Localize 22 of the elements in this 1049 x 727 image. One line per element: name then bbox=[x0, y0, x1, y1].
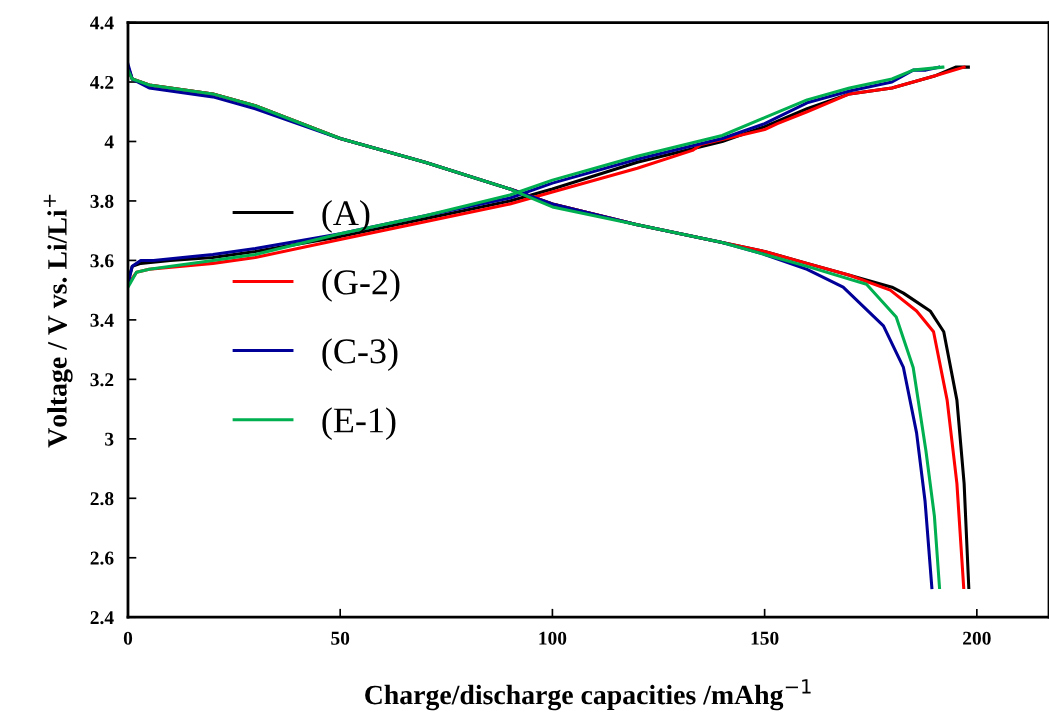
y-tick-label: 4.4 bbox=[90, 16, 114, 30]
legend-label: (E-1) bbox=[322, 407, 396, 440]
y-tick-label: 2.8 bbox=[90, 492, 114, 506]
x-tick-label: 0 bbox=[123, 631, 133, 645]
y-tick-label: 2.4 bbox=[90, 611, 114, 625]
y-axis-title: Voltage / V vs. Li/Li$^{+}$ bbox=[43, 194, 73, 448]
legend-label: (G-2) bbox=[322, 269, 400, 302]
legend-label: (A) bbox=[322, 200, 370, 233]
y-tick-label: 3.4 bbox=[90, 313, 114, 327]
x-tick-label: 50 bbox=[331, 631, 350, 645]
x-tick-label: 100 bbox=[539, 631, 567, 645]
y-tick-label: 2.6 bbox=[90, 551, 114, 565]
y-tick-label: 4 bbox=[104, 135, 114, 149]
x-axis-title: Charge/discharge capacities /mAhg$^{−1}$ bbox=[365, 679, 811, 711]
y-tick-label: 3.8 bbox=[90, 194, 114, 208]
y-tick-label: 4.2 bbox=[90, 75, 114, 90]
x-tick-label: 150 bbox=[751, 631, 779, 645]
y-tick-label: 3 bbox=[105, 432, 114, 446]
y-tick-label: 3.6 bbox=[90, 254, 114, 268]
y-tick-label: 3.2 bbox=[90, 373, 114, 387]
legend-label: (C-3) bbox=[322, 338, 398, 371]
x-tick-label: 200 bbox=[963, 631, 991, 645]
